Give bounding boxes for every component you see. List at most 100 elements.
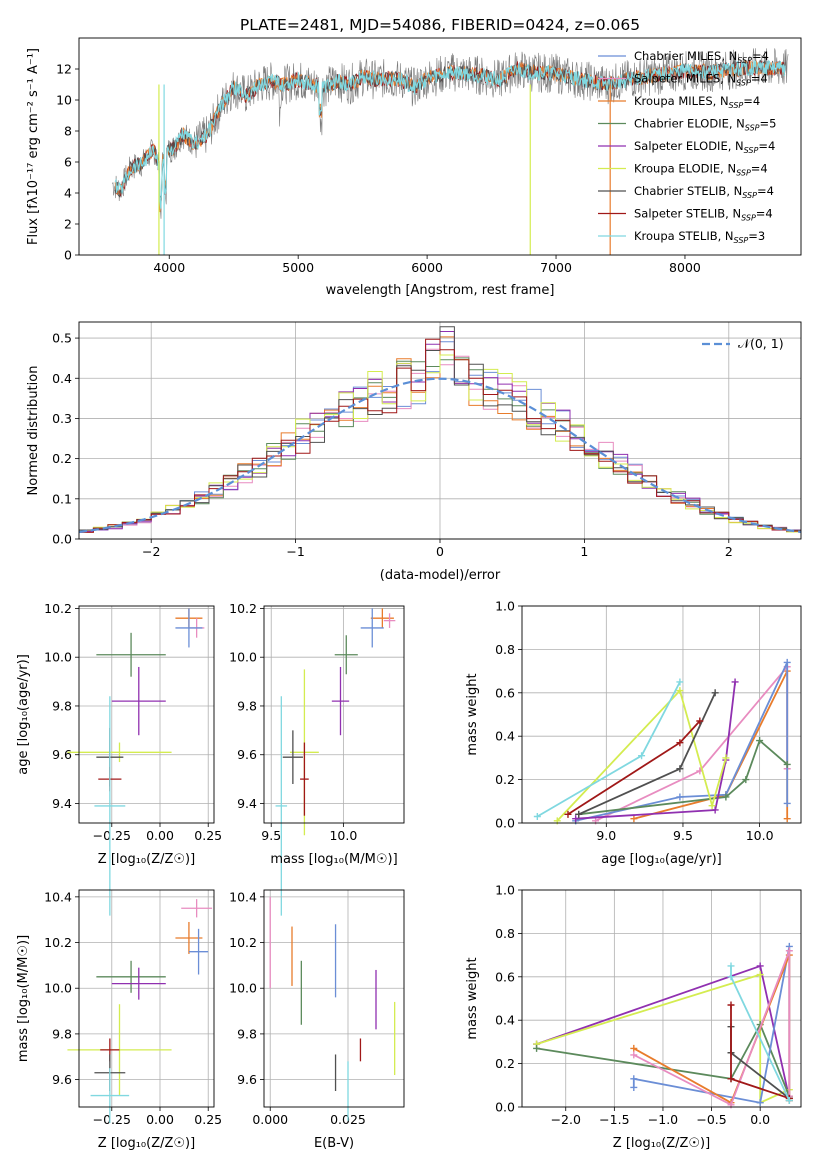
x-tick-label: 1 (580, 544, 588, 559)
mass-weight-marker (676, 793, 683, 800)
legend-value: =4 (756, 207, 773, 221)
legend-value: =4 (751, 72, 768, 86)
x-tick-label: −1.0 (648, 1112, 678, 1127)
y-tick-label: 2 (64, 217, 72, 232)
age-vs-Z-panel: −0.25 0.00 0.259.49.69.810.010.2Z [log₁₀(Z… (16, 601, 222, 916)
y-tick-label: 6 (64, 155, 72, 170)
x-tick-label: 8000 (669, 260, 701, 275)
legend-value: =4 (743, 94, 760, 108)
age-vs-mass-panel: 9.5 10.0 9.4 9.6 9.8 10.0 10.2 mass [log₁₀(M/M☉… (229, 601, 404, 916)
y-axis-label: Normed distribution (26, 366, 41, 496)
x-tick-label: 0.25 (194, 1112, 222, 1127)
residuals-panel: −2 −1 0 1 2 0.0 0.1 0.2 0.3 0.4 0.5 𝒩(0, 1) (data-mo… (26, 322, 801, 583)
y-tick-label: 0.2 (495, 1056, 515, 1071)
legend-value: =4 (757, 184, 774, 198)
mass-weight-marker (630, 815, 637, 822)
x-tick-label: −0.25 (93, 1112, 131, 1127)
y-tick-label: 0.8 (495, 926, 515, 941)
x-tick-label: −0.5 (696, 1112, 726, 1127)
legend-label: Kroupa MILES, NSSP=4 (634, 94, 760, 110)
y-tick-label: 0.4 (495, 729, 515, 744)
x-tick-label: 0.25 (194, 828, 222, 843)
legend-subscript: SSP (744, 146, 759, 155)
legend-label: Kroupa ELODIE, NSSP=4 (634, 162, 768, 178)
y-tick-label: 10.2 (44, 935, 72, 950)
legend-text: Salpeter ELODIE, N (634, 139, 744, 153)
x-tick-label: 0 (436, 544, 444, 559)
mass-weight-marker (732, 678, 739, 685)
legend-label: Kroupa STELIB, NSSP=3 (634, 229, 765, 245)
x-tick-label: 0.0 (750, 1112, 770, 1127)
legend-text: Kroupa MILES, N (634, 94, 729, 108)
legend-subscript: SSP (736, 169, 751, 178)
y-tick-label: 10.0 (229, 981, 257, 996)
legend-text: Salpeter MILES, N (634, 72, 736, 86)
legend-value: =4 (758, 139, 775, 153)
mass-weight-marker (786, 947, 793, 954)
y-tick-label: 0.6 (495, 685, 515, 700)
y-tick-label: 0 (64, 248, 72, 263)
legend-subscript: SSP (745, 124, 760, 133)
mass-weight-marker (728, 1002, 735, 1009)
mass-weight-marker (728, 962, 735, 969)
x-axis-label: Z [log₁₀(Z/Z☉)] (98, 852, 195, 867)
y-tick-label: 9.6 (237, 1072, 257, 1087)
mass-weight-marker (630, 1045, 637, 1052)
legend-subscript: SSP (737, 56, 752, 65)
x-axis-label: (data-model)/error (380, 568, 501, 583)
y-axis-label: age [log₁₀(age/yr)] (16, 654, 31, 775)
y-tick-label: 0.0 (495, 816, 515, 831)
x-tick-label: 9.0 (596, 828, 616, 843)
mass-weight-marker (676, 678, 683, 685)
y-tick-label: 0.0 (495, 1100, 515, 1115)
axes-frame (79, 890, 214, 1107)
legend-text: Chabrier ELODIE, N (634, 117, 745, 131)
figure-title: PLATE=2481, MJD=54086, FIBERID=0424, z=0… (240, 16, 640, 34)
y-tick-label: 9.8 (52, 1026, 72, 1041)
mass-weight-marker (630, 1075, 637, 1082)
x-tick-label: 2 (725, 544, 733, 559)
y-tick-label: 1.0 (495, 883, 515, 898)
y-tick-label: 9.4 (237, 796, 257, 811)
x-tick-label: 0.00 (146, 828, 174, 843)
y-tick-label: 9.6 (237, 747, 257, 762)
x-tick-label: −2.0 (551, 1112, 581, 1127)
y-axis-label: mass weight (465, 673, 480, 755)
y-tick-label: 0.8 (495, 642, 515, 657)
y-tick-label: 10.0 (44, 981, 72, 996)
x-tick-label: −2 (142, 544, 160, 559)
y-tick-label: 4 (64, 186, 72, 201)
legend-subscript: SSP (734, 236, 749, 245)
x-tick-label: 9.5 (261, 828, 281, 843)
mass-weight-marker (676, 765, 683, 772)
y-tick-label: 10.2 (44, 601, 72, 616)
legend-value: =5 (760, 117, 777, 131)
y-tick-label: 10.2 (229, 601, 257, 616)
legend-label: Chabrier ELODIE, NSSP=5 (634, 117, 776, 133)
mass-weight-marker (533, 1045, 540, 1052)
x-tick-label: 0.000 (252, 1112, 288, 1127)
legend-value: =3 (748, 229, 765, 243)
x-axis-label: Z [log₁₀(Z/Z☉)] (613, 1136, 710, 1151)
spectrum-panel: 4000 5000 6000 7000 8000 0 2 4 6 8 10 12 wavelength … (26, 38, 801, 298)
y-tick-label: 0.2 (495, 772, 515, 787)
mass-weight-series (537, 682, 680, 817)
x-tick-label: 6000 (411, 260, 443, 275)
mass-weight-vs-Z-panel: −2.0 −1.5 −1.0 −0.5 0.00.00.20.40.60.81.0Z [… (465, 883, 801, 1152)
x-tick-label: 7000 (540, 260, 572, 275)
y-tick-label: 9.8 (52, 698, 72, 713)
y-tick-label: 0.4 (52, 371, 72, 386)
axes-frame (264, 606, 404, 823)
legend-text: Salpeter STELIB, N (634, 207, 741, 221)
y-tick-label: 9.8 (237, 1026, 257, 1041)
mass-weight-marker (757, 962, 764, 969)
y-tick-label: 10.4 (229, 889, 257, 904)
legend-subscript: SSP (742, 191, 757, 200)
mass-weight-marker (784, 659, 791, 666)
mass-vs-Z-panel: −0.25 0.00 0.25 9.6 9.8 10.0 10.2 10.4 Z [log₁₀(… (16, 889, 222, 1151)
y-axis-label: mass weight (465, 957, 480, 1039)
y-tick-label: 10.2 (229, 935, 257, 950)
axes-frame (522, 606, 801, 823)
y-tick-label: 1.0 (495, 599, 515, 614)
legend-subscript: SSP (736, 79, 751, 88)
